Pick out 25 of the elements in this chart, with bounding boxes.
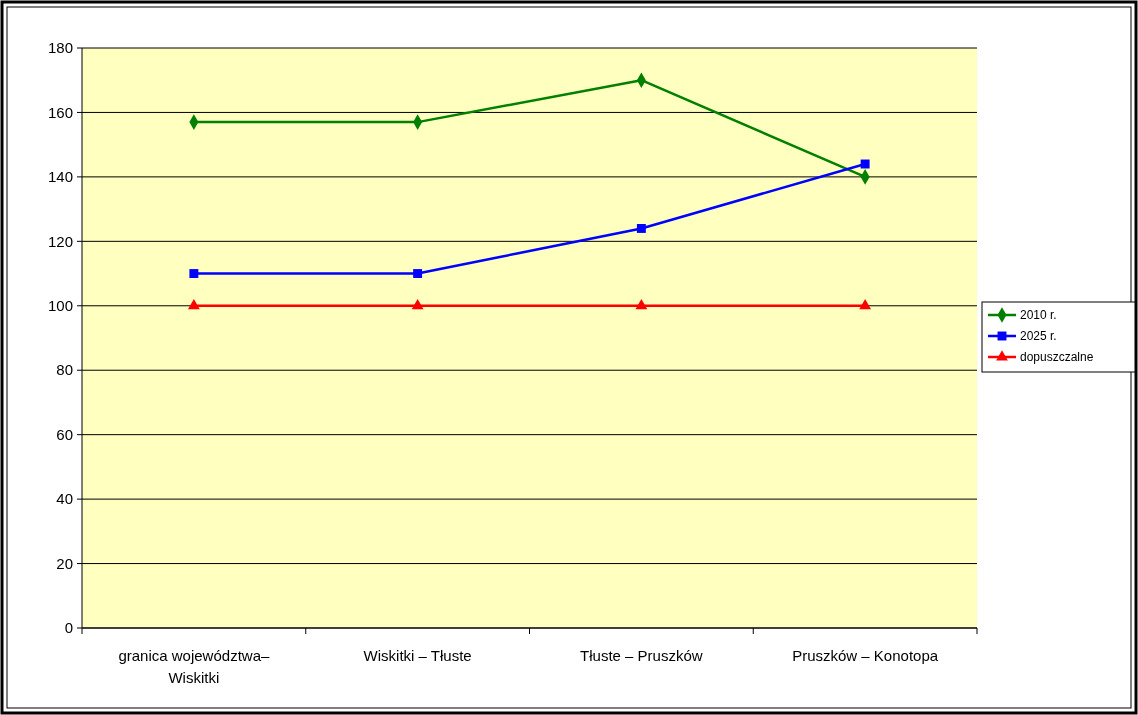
point	[860, 159, 870, 169]
y-tick-label: 120	[47, 232, 73, 250]
x-tick-label: Tłuste – Pruszków	[580, 647, 703, 664]
y-tick-label: 40	[56, 490, 73, 508]
y-tick-label: 20	[56, 554, 73, 572]
point	[411, 298, 424, 310]
point	[859, 298, 872, 310]
point	[636, 223, 646, 233]
point	[187, 298, 200, 310]
y-tick-label: 140	[47, 168, 73, 186]
x-tick-label: Wiskitki – Tłuste	[363, 647, 472, 664]
y-tick-label: 180	[47, 39, 73, 57]
y-tick-label: 60	[56, 425, 73, 443]
legend-label: 2025 r.	[1020, 329, 1057, 344]
y-tick-label: 160	[47, 103, 73, 121]
point	[189, 269, 199, 279]
point	[635, 298, 648, 310]
y-tick-label: 100	[47, 297, 73, 315]
y-tick-label: 0	[64, 619, 73, 637]
y-tick-label: 80	[56, 361, 73, 379]
point	[413, 269, 423, 279]
x-tick-label: granica województwa– Wiskitki	[118, 647, 270, 686]
x-tick-label: Pruszków – Konotopa	[792, 647, 939, 664]
legend-label: 2010 r.	[1020, 308, 1057, 323]
legend-label: dopuszczalne	[1020, 350, 1094, 365]
